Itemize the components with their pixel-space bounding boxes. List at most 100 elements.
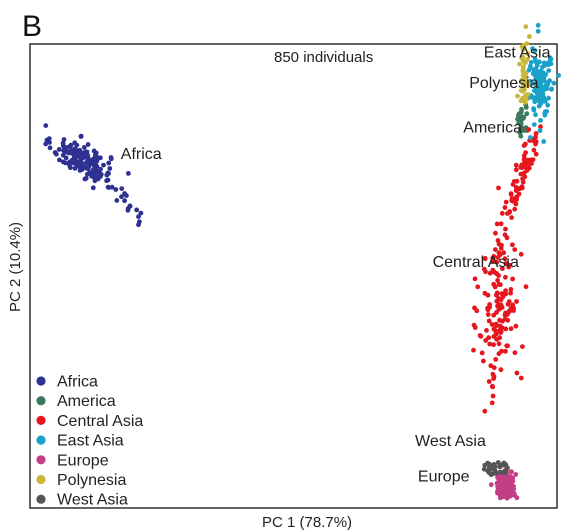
point-central-asia xyxy=(490,259,495,264)
point-polynesia xyxy=(520,72,526,78)
legend-label-america: America xyxy=(57,393,116,410)
point-africa xyxy=(75,153,81,159)
point-africa xyxy=(82,176,88,182)
point-central-asia xyxy=(505,317,511,323)
legend-marker-europe xyxy=(36,455,46,465)
legend-label-africa: Africa xyxy=(57,374,98,391)
point-central-asia xyxy=(481,358,486,364)
point-central-asia xyxy=(498,367,504,373)
point-east-asia xyxy=(533,112,538,118)
point-central-asia xyxy=(475,284,481,290)
legend-label-europe: Europe xyxy=(57,452,109,469)
point-africa xyxy=(134,207,140,213)
point-africa xyxy=(106,160,112,166)
region-label-east-asia: East Asia xyxy=(484,44,551,61)
point-central-asia xyxy=(502,205,508,210)
legend-marker-africa xyxy=(36,376,46,386)
point-africa xyxy=(85,166,91,172)
point-central-asia xyxy=(526,127,532,132)
region-labels: East Asia Polynesia America Africa Central A… xyxy=(121,44,551,485)
point-east-asia xyxy=(526,67,532,73)
point-east-asia xyxy=(542,97,547,102)
point-east-asia xyxy=(541,87,547,92)
point-europe xyxy=(488,482,494,488)
point-east-asia xyxy=(536,59,542,65)
point-central-asia xyxy=(483,338,489,343)
point-polynesia xyxy=(527,34,532,39)
point-africa xyxy=(76,160,82,166)
point-africa xyxy=(60,159,66,165)
point-polynesia xyxy=(520,88,526,94)
legend-marker-west-asia xyxy=(36,494,46,504)
point-central-asia xyxy=(538,124,543,130)
point-central-asia xyxy=(491,326,497,332)
point-central-asia xyxy=(494,221,500,227)
point-polynesia xyxy=(519,77,525,83)
point-africa xyxy=(106,185,112,190)
point-central-asia xyxy=(496,341,502,347)
region-label-europe: Europe xyxy=(418,469,470,486)
point-central-asia xyxy=(531,147,537,153)
point-europe xyxy=(506,478,512,484)
point-africa xyxy=(85,142,91,147)
point-central-asia xyxy=(506,264,512,270)
point-africa xyxy=(90,185,96,191)
point-east-asia xyxy=(534,96,540,102)
point-west-asia xyxy=(500,470,505,475)
point-west-asia xyxy=(497,464,503,470)
point-central-asia xyxy=(512,350,518,356)
point-central-asia xyxy=(522,160,527,166)
point-central-asia xyxy=(491,365,497,371)
point-west-asia xyxy=(501,460,507,466)
point-east-asia xyxy=(538,79,544,85)
panel-letter: B xyxy=(22,10,42,43)
point-central-asia xyxy=(496,241,502,247)
point-central-asia xyxy=(479,350,485,356)
point-polynesia xyxy=(525,56,530,62)
point-central-asia xyxy=(498,245,504,251)
point-central-asia xyxy=(523,284,529,290)
point-polynesia xyxy=(521,43,527,48)
point-central-asia xyxy=(485,305,490,311)
point-central-asia xyxy=(519,185,525,191)
point-africa xyxy=(79,167,85,172)
point-central-asia xyxy=(481,266,487,272)
point-east-asia xyxy=(537,128,543,134)
point-africa xyxy=(114,198,120,203)
point-africa xyxy=(86,159,92,165)
point-west-asia xyxy=(492,467,498,473)
x-axis-label: PC 1 (78.7%) xyxy=(262,514,352,531)
point-africa xyxy=(71,156,77,162)
point-central-asia xyxy=(514,370,520,376)
point-africa xyxy=(43,123,49,128)
point-central-asia xyxy=(503,326,509,332)
point-central-asia xyxy=(505,301,511,307)
point-polynesia xyxy=(522,84,528,90)
point-east-asia xyxy=(528,135,533,140)
point-polynesia xyxy=(520,67,526,73)
point-east-asia xyxy=(533,76,539,82)
point-africa xyxy=(61,137,67,142)
point-europe xyxy=(495,484,501,490)
point-central-asia xyxy=(497,317,502,323)
point-africa xyxy=(72,165,78,171)
point-central-asia xyxy=(495,238,501,243)
region-label-africa: Africa xyxy=(121,146,162,163)
point-central-asia xyxy=(487,341,493,347)
point-africa xyxy=(91,148,97,154)
point-central-asia xyxy=(530,157,536,163)
point-central-asia xyxy=(499,348,504,354)
point-central-asia xyxy=(487,270,493,276)
point-africa xyxy=(125,171,131,176)
point-east-asia xyxy=(535,28,541,34)
point-polynesia xyxy=(523,76,528,82)
point-east-asia xyxy=(528,60,534,65)
legend-marker-central-asia xyxy=(36,415,46,425)
point-east-asia xyxy=(556,73,561,78)
point-central-asia xyxy=(518,375,524,381)
point-africa xyxy=(60,143,66,149)
point-east-asia xyxy=(537,88,542,93)
region-label-central-asia: Central Asia xyxy=(433,254,519,271)
point-america xyxy=(524,111,530,117)
